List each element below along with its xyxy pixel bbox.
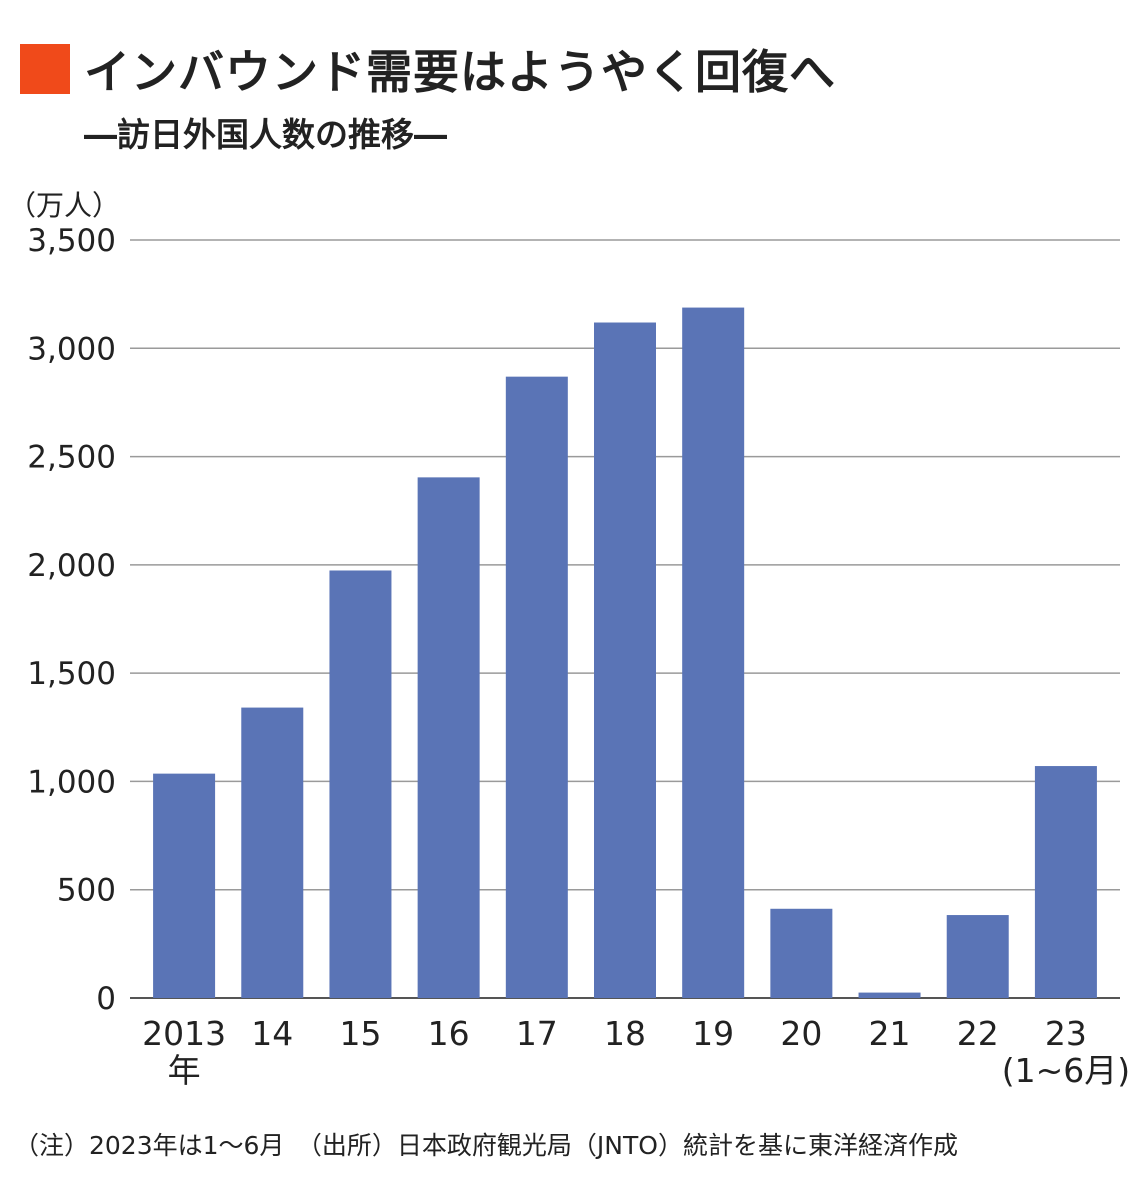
x-tick-label-15: 15 [339, 1014, 381, 1053]
y-tick-label-1000: 1,000 [27, 764, 116, 800]
bar-22 [946, 915, 1009, 998]
x-tick-sublabel-23: (1~6月) [1002, 1051, 1130, 1090]
y-tick-label-1500: 1,500 [27, 656, 116, 692]
bar-18 [594, 322, 656, 999]
bar-21 [858, 992, 921, 998]
x-tick-sublabel-2013: 年 [168, 1051, 201, 1090]
y-tick-label-3500: 3,500 [27, 223, 116, 259]
y-tick-label-3000: 3,000 [27, 331, 116, 367]
y-tick-label-0: 0 [96, 981, 116, 1017]
x-tick-label-20: 20 [780, 1014, 822, 1053]
x-tick-label-14: 14 [251, 1014, 293, 1053]
bar-17 [505, 376, 568, 998]
x-tick-label-21: 21 [869, 1014, 911, 1053]
bar-2013 [153, 773, 216, 998]
bar-23 [1034, 766, 1097, 998]
bar-20 [770, 908, 833, 998]
title-accent-square [20, 44, 70, 94]
x-tick-label-2013: 2013 [142, 1014, 226, 1053]
x-tick-label-17: 17 [516, 1014, 558, 1053]
title-row: インバウンド需要はようやく回復へ [20, 36, 836, 102]
bar-19 [682, 307, 745, 998]
x-tick-label-19: 19 [692, 1014, 734, 1053]
x-tick-label-16: 16 [428, 1014, 470, 1053]
chart-subtitle: ―訪日外国人数の推移― [84, 115, 447, 154]
bar-14 [241, 707, 304, 998]
chart-title: インバウンド需要はようやく回復へ [84, 45, 836, 99]
y-axis-unit-label: （万人） [8, 189, 121, 222]
y-tick-label-2500: 2,500 [27, 440, 116, 476]
y-tick-label-2000: 2,000 [27, 548, 116, 584]
bar-16 [417, 477, 480, 998]
x-tick-label-23: 23 [1045, 1014, 1087, 1053]
bar-15 [329, 570, 392, 998]
footnote: （注）2023年は1～6月 （出所）日本政府観光局（JNTO）統計を基に東洋経済… [14, 1131, 958, 1160]
x-tick-label-22: 22 [957, 1014, 999, 1053]
x-tick-label-18: 18 [604, 1014, 646, 1053]
y-tick-label-500: 500 [57, 873, 116, 909]
